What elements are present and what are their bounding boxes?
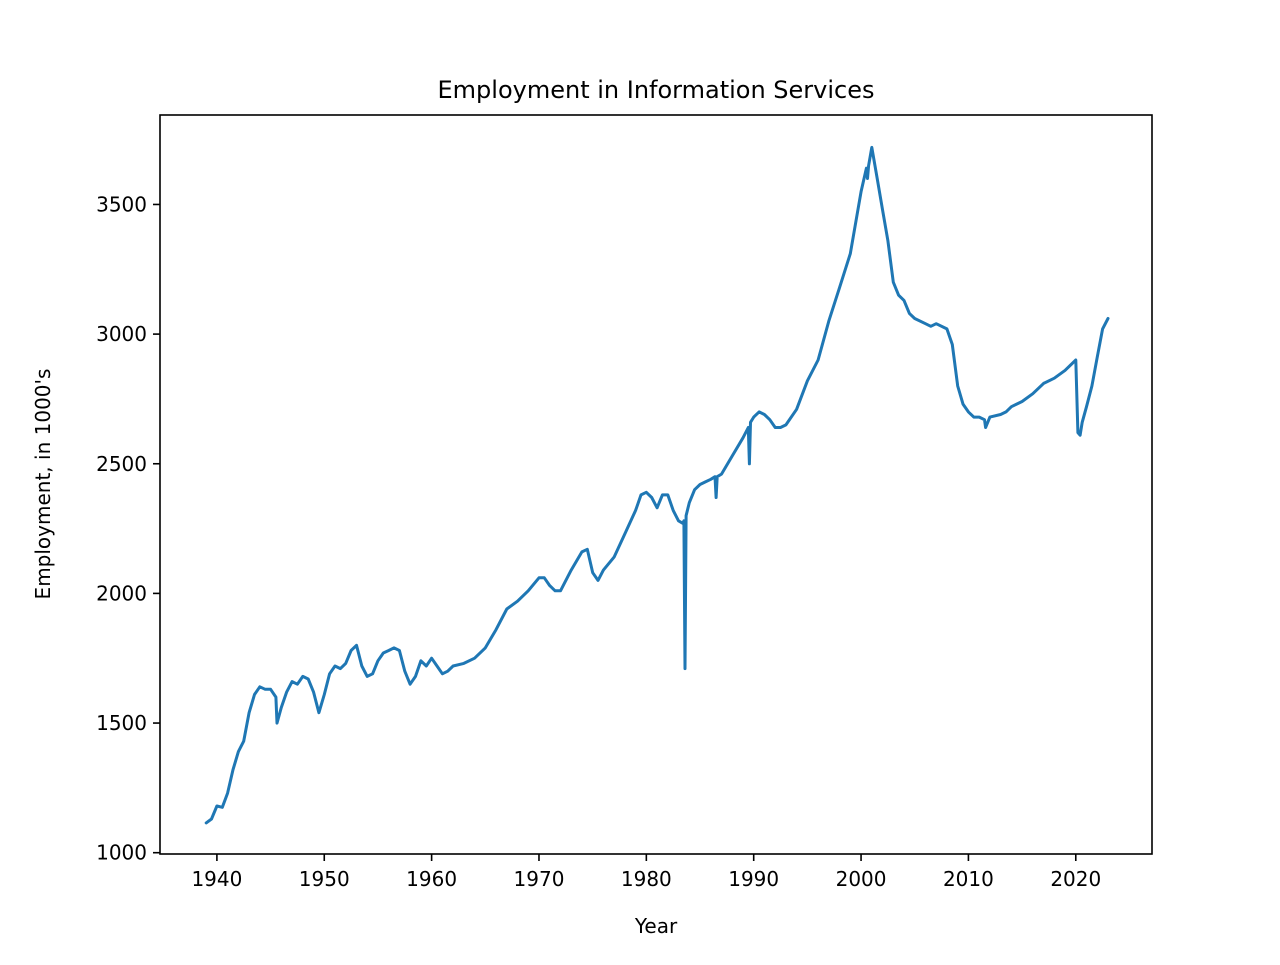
- chart-title: Employment in Information Services: [438, 76, 875, 104]
- x-tick-label: 1940: [191, 867, 242, 891]
- x-tick-label: 2010: [943, 867, 994, 891]
- x-tick-label: 1980: [621, 867, 672, 891]
- x-tick-label: 2020: [1050, 867, 1101, 891]
- y-tick-label: 2000: [96, 581, 147, 605]
- series-layer: [204, 145, 1110, 825]
- y-tick-label: 1000: [96, 841, 147, 865]
- x-tick-label: 1960: [406, 867, 457, 891]
- series-line: [204, 145, 1110, 825]
- y-tick-label: 2500: [96, 452, 147, 476]
- x-axis-label: Year: [634, 914, 678, 938]
- y-tick-label: 3000: [96, 322, 147, 346]
- x-tick-label: 1950: [299, 867, 350, 891]
- y-tick-label: 3500: [96, 192, 147, 216]
- x-tick-label: 2000: [836, 867, 887, 891]
- y-tick-label: 1500: [96, 711, 147, 735]
- y-axis-label: Employment, in 1000's: [31, 369, 55, 600]
- x-tick-label: 1990: [728, 867, 779, 891]
- axes-frame: [159, 114, 1153, 855]
- y-axis-ticks: 1000 1500 2000 2500 3000 3500: [96, 192, 160, 865]
- x-axis-ticks: 1940 1950 1960 1970 1980 1990 2000 2010 2020: [191, 854, 1101, 891]
- x-tick-label: 1970: [514, 867, 565, 891]
